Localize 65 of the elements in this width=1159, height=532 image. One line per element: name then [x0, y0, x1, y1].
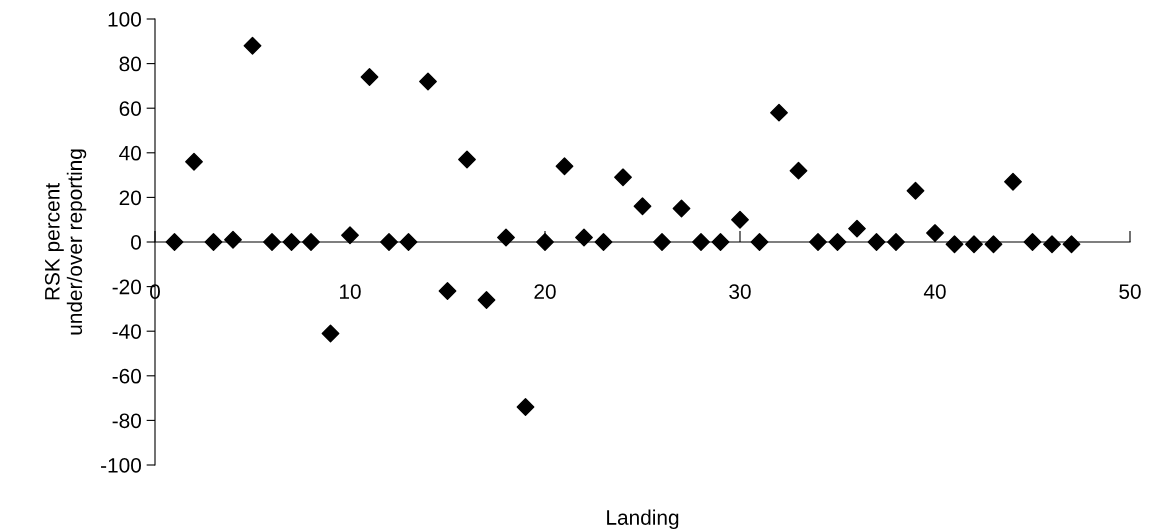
point [731, 210, 749, 229]
point [672, 199, 691, 218]
point [984, 235, 1003, 254]
point [399, 233, 418, 251]
point [243, 36, 262, 55]
point [360, 68, 379, 86]
point [594, 233, 613, 251]
y-tick-label: 20 [119, 190, 141, 206]
y-tick-label: 80 [119, 56, 141, 72]
point [497, 228, 515, 247]
y-axis-title: RSK percent under/over reporting [44, 149, 87, 335]
y-tick-label: -40 [112, 324, 141, 339]
point [204, 233, 223, 251]
point [224, 230, 242, 249]
point [1023, 233, 1042, 251]
point [711, 233, 730, 251]
point [1004, 172, 1022, 191]
y-tick-label: 40 [119, 145, 141, 161]
point [770, 103, 788, 122]
point [458, 150, 476, 169]
point [906, 181, 925, 200]
y-tick-label: -80 [112, 413, 141, 429]
y-tick-label: 100 [108, 12, 141, 27]
point [828, 233, 847, 251]
point [516, 398, 535, 416]
y-tick-label: -60 [112, 368, 141, 384]
point [633, 197, 652, 216]
x-tick-label: 50 [1119, 284, 1141, 299]
point [945, 235, 964, 254]
point [575, 228, 593, 247]
point [965, 235, 983, 254]
point [614, 168, 632, 187]
point [419, 72, 437, 91]
x-axis-title: Landing [607, 509, 679, 530]
point [165, 233, 184, 251]
point [653, 233, 671, 251]
point [263, 233, 281, 251]
point [1043, 235, 1061, 254]
point [302, 233, 320, 251]
x-tick-label: 40 [923, 284, 946, 299]
point [380, 233, 398, 251]
x-tick-label: 20 [534, 284, 556, 299]
point [555, 157, 574, 176]
y-tick-label: -100 [101, 458, 141, 473]
point [692, 233, 710, 251]
point [867, 233, 886, 251]
y-tick-label: -20 [112, 279, 141, 295]
point [438, 282, 457, 300]
x-tick-label: 10 [340, 284, 361, 299]
y-tick-label: 60 [119, 101, 141, 116]
point [926, 224, 944, 242]
point [750, 233, 769, 251]
point [789, 161, 808, 180]
point [887, 233, 905, 251]
point [848, 219, 866, 238]
y-tick-label: 0 [131, 235, 141, 250]
point [341, 226, 359, 245]
point [1062, 235, 1081, 254]
point [809, 233, 827, 251]
point [282, 233, 301, 251]
point [536, 233, 554, 251]
point [321, 324, 340, 343]
x-tick-label: 30 [729, 284, 751, 299]
point [185, 152, 203, 171]
point [477, 291, 496, 309]
